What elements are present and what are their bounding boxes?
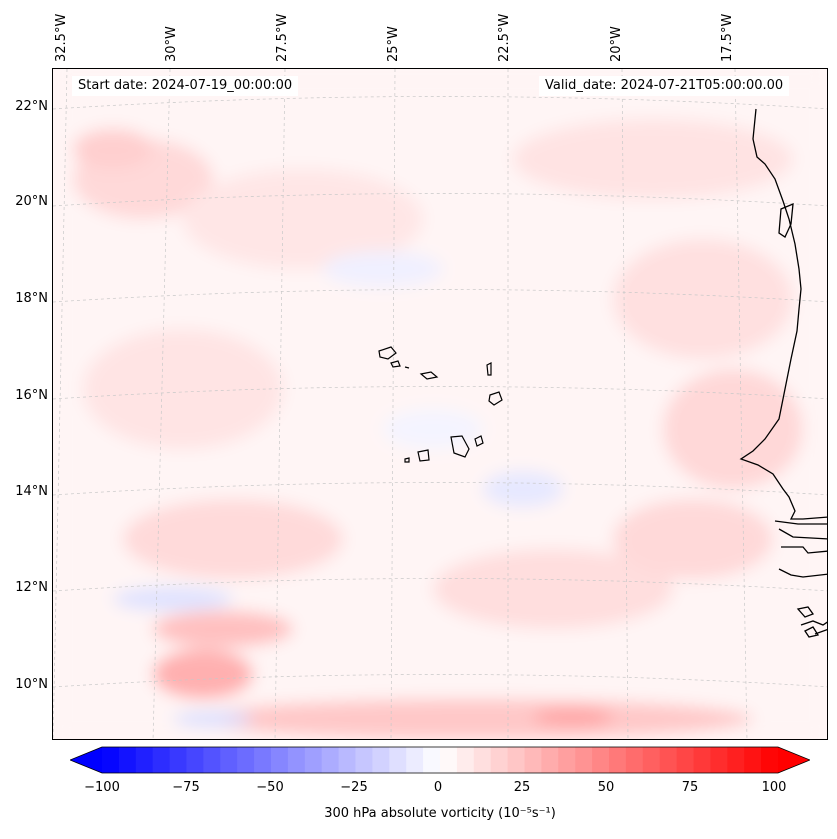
lon-label-17.5w: 17.5°W [720, 13, 735, 62]
colorbar-bin [203, 747, 221, 773]
lon-label-22.5w: 22.5°W [497, 13, 512, 62]
colorbar-tick: 0 [433, 780, 443, 795]
islands [378, 346, 503, 463]
colorbar-extend-max [778, 747, 810, 773]
colorbar-bin [744, 747, 762, 773]
lat-label-22n: 22°N [15, 99, 48, 114]
colorbar-tick: 100 [761, 780, 787, 795]
colorbar-bin [118, 747, 137, 773]
colorbar [68, 745, 812, 775]
colorbar-bin [558, 747, 576, 773]
colorbar-bin [592, 747, 610, 773]
africa-coastline [739, 108, 827, 638]
lon-label-30w: 30°W [164, 26, 179, 62]
colorbar-bin [710, 747, 728, 773]
colorbar-bin [304, 747, 323, 773]
lat-label-12n: 12°N [15, 580, 48, 595]
lat-label-18n: 18°N [15, 291, 48, 306]
colorbar-bin [186, 747, 204, 773]
colorbar-bin [423, 747, 441, 773]
colorbar-bin [135, 747, 154, 773]
colorbar-bin [406, 747, 424, 773]
colorbar-bin [575, 747, 593, 773]
lon-label-32.5w: 32.5°W [54, 13, 69, 62]
colorbar-bin [338, 747, 356, 773]
lat-label-16n: 16°N [15, 388, 48, 403]
colorbar-tick: −25 [340, 780, 368, 795]
lon-label-25w: 25°W [386, 26, 401, 62]
colorbar-bin [220, 747, 238, 773]
colorbar-bin [372, 747, 390, 773]
lon-label-20w: 20°W [609, 26, 624, 62]
start-date-label: Start date: 2024-07-19_00:00:00 [72, 76, 299, 96]
valid-date-label: Valid_date: 2024-07-21T05:00:00.00 [539, 76, 790, 96]
colorbar-bin [440, 747, 458, 773]
colorbar-bin [609, 747, 627, 773]
colorbar-tick: −50 [256, 780, 284, 795]
colorbar-tick: 25 [513, 780, 531, 795]
colorbar-bin [541, 747, 559, 773]
colorbar-bin [761, 747, 779, 773]
colorbar-tick: −75 [172, 780, 200, 795]
lat-label-20n: 20°N [15, 194, 48, 209]
lat-label-14n: 14°N [15, 484, 48, 499]
colorbar-bin [625, 747, 644, 773]
colorbar-bin [389, 747, 407, 773]
colorbar-extend-min [70, 747, 102, 773]
colorbar-bin [693, 747, 711, 773]
vorticity-field [53, 69, 827, 739]
colorbar-bin [321, 747, 340, 773]
lon-label-27.5w: 27.5°W [275, 13, 290, 62]
colorbar-bin [490, 747, 509, 773]
colorbar-bin [355, 747, 373, 773]
colorbar-label: 300 hPa absolute vorticity (10⁻⁵s⁻¹) [324, 806, 556, 821]
graticule [53, 69, 827, 739]
colorbar-bin [271, 747, 289, 773]
colorbar-bin [287, 747, 306, 773]
colorbar-outline [68, 746, 812, 774]
map-canvas [53, 69, 827, 739]
colorbar-bin [676, 747, 694, 773]
colorbar-bin [152, 747, 171, 773]
colorbar-bin [169, 747, 187, 773]
colorbar-tick: 75 [681, 780, 699, 795]
colorbar-bin [727, 747, 745, 773]
colorbar-bin [456, 747, 475, 773]
colorbar-bin [237, 747, 255, 773]
colorbar-bin [524, 747, 542, 773]
colorbar-tick: −100 [84, 780, 120, 795]
colorbar-bin [642, 747, 661, 773]
colorbar-bin [659, 747, 678, 773]
colorbar-bin [473, 747, 492, 773]
colorbar-bin [102, 747, 120, 773]
lat-label-10n: 10°N [15, 677, 48, 692]
colorbar-bin [507, 747, 525, 773]
colorbar-tick: 50 [597, 780, 615, 795]
colorbar-bin [254, 747, 272, 773]
colorbar-svg [68, 746, 812, 774]
vorticity-map[interactable] [52, 68, 828, 740]
